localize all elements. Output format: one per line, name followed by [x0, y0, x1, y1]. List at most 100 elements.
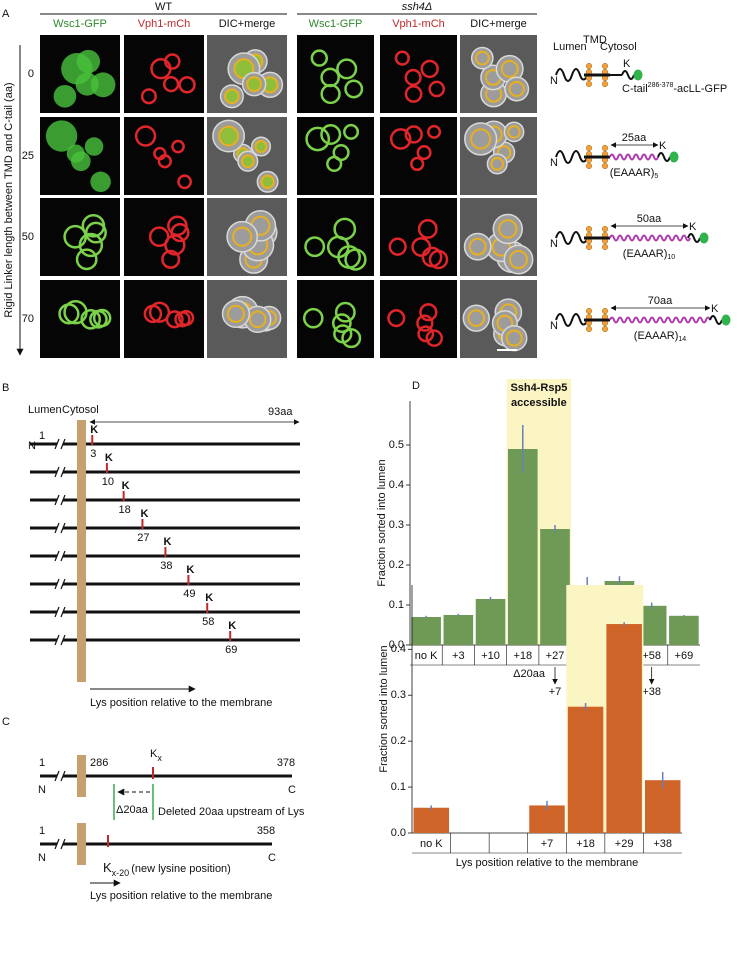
cell-gfp	[344, 79, 364, 99]
rigid-helix	[609, 153, 659, 161]
new-lys-label-part: K	[103, 860, 112, 875]
cell-merge	[232, 226, 253, 247]
x-tick-label: no K	[420, 838, 443, 850]
linker-repeat-part: 10	[667, 254, 675, 261]
x-tick-label: +27	[546, 650, 565, 662]
cell-gfp	[58, 303, 80, 325]
cell-mch	[177, 174, 193, 190]
break-mark	[54, 770, 60, 782]
c-label: C	[288, 784, 296, 796]
cell-gfp	[341, 328, 362, 349]
x-axis-label: Lys position relative to the membrane	[456, 857, 638, 869]
cell-dic	[501, 324, 528, 352]
x-tick-label: +18	[513, 650, 532, 662]
cell-mch	[410, 156, 425, 172]
row-label: 50	[22, 231, 34, 243]
y-tick-label: 0.0	[389, 639, 404, 651]
linker-repeat-part: 14	[678, 336, 686, 343]
lipid	[601, 162, 609, 170]
lys-position: 3	[90, 448, 96, 460]
schematic-n: N	[550, 157, 558, 169]
cell-gfp	[320, 67, 340, 88]
lys-position: 49	[183, 588, 195, 600]
cell-dic	[463, 232, 492, 261]
schematic-lumen-tail	[555, 68, 589, 82]
lipid	[585, 243, 593, 251]
cell-merge	[260, 174, 275, 189]
x-tick-label: +10	[481, 650, 500, 662]
cell-dic	[462, 304, 490, 332]
cell-gfp	[90, 171, 111, 193]
k-tail	[687, 233, 701, 243]
bar	[567, 706, 604, 833]
deletion-label: Δ20aa	[116, 804, 149, 816]
lys-k: K	[163, 536, 171, 548]
tmd	[584, 318, 610, 322]
cell-mch	[148, 301, 171, 323]
cell-dic	[503, 244, 534, 275]
break-mark	[60, 550, 66, 562]
break-gap	[57, 496, 63, 504]
membrane	[77, 755, 86, 797]
cell-merge	[468, 237, 487, 256]
linker-length: 50aa	[637, 213, 662, 225]
break-mark	[54, 438, 60, 450]
x-label: Lys position relative to the membrane	[90, 697, 272, 709]
tail-label-part: 286-378	[648, 82, 674, 89]
cell-merge	[474, 50, 490, 66]
cell-merge	[218, 125, 239, 147]
cell-mch	[148, 226, 170, 248]
break-mark	[54, 522, 60, 534]
lys-k: K	[205, 592, 213, 604]
schematic-lumen-tail	[555, 313, 589, 327]
cell-dic	[503, 121, 525, 143]
cell-mch	[404, 68, 422, 87]
schematic-k: K	[659, 140, 667, 152]
cell-dic	[221, 299, 251, 329]
y-tick-label: 0.1	[389, 599, 404, 611]
cytosol-label: Cytosol	[62, 404, 99, 416]
shift-target: +38	[642, 686, 661, 698]
break-mark	[60, 494, 66, 506]
cell-dic	[504, 76, 530, 102]
panel-label: D	[412, 380, 420, 392]
cell-mch	[394, 50, 410, 66]
lipid	[585, 307, 593, 315]
break-gap	[57, 552, 63, 560]
tail-label-part: -acLL-GFP	[673, 83, 727, 95]
row-axis-label: Rigid Linker length between TMD and C-ta…	[3, 82, 15, 317]
highlight-label: Ssh4-Rsp5	[510, 382, 567, 394]
deletion-note: Deleted 20aa upstream of Lys	[158, 806, 305, 818]
break-mark	[54, 550, 60, 562]
cell-gfp	[75, 72, 99, 96]
tmd	[584, 155, 610, 159]
cell-dic	[492, 213, 523, 245]
linker-length: 25aa	[622, 132, 647, 144]
c-label: C	[268, 852, 276, 864]
tmd	[584, 73, 610, 77]
start-label: 1	[39, 825, 45, 837]
bar	[669, 615, 699, 645]
linker-length: 70aa	[648, 295, 673, 307]
linker-repeat-part: (EAAAR)	[623, 248, 668, 260]
cell-gfp	[304, 236, 326, 258]
cell-gfp	[334, 301, 356, 323]
cell-gfp	[343, 123, 360, 140]
break-gap	[57, 580, 63, 588]
lys-k: K	[105, 452, 113, 464]
cell-merge	[254, 139, 268, 154]
cell-mch	[427, 124, 442, 139]
tail-label: C-tail286-378-acLL-GFP	[622, 82, 727, 95]
lys-position: 38	[160, 560, 172, 572]
tm-start-label: 286	[90, 757, 108, 769]
cell-dic	[464, 122, 498, 156]
cell-mch	[150, 58, 172, 80]
break-gap	[57, 636, 63, 644]
bar	[413, 807, 450, 833]
x-tick-label: +7	[541, 838, 554, 850]
bar	[540, 529, 570, 645]
cell-mch	[157, 154, 172, 169]
rigid-helix	[609, 234, 691, 242]
break-mark	[60, 838, 66, 850]
